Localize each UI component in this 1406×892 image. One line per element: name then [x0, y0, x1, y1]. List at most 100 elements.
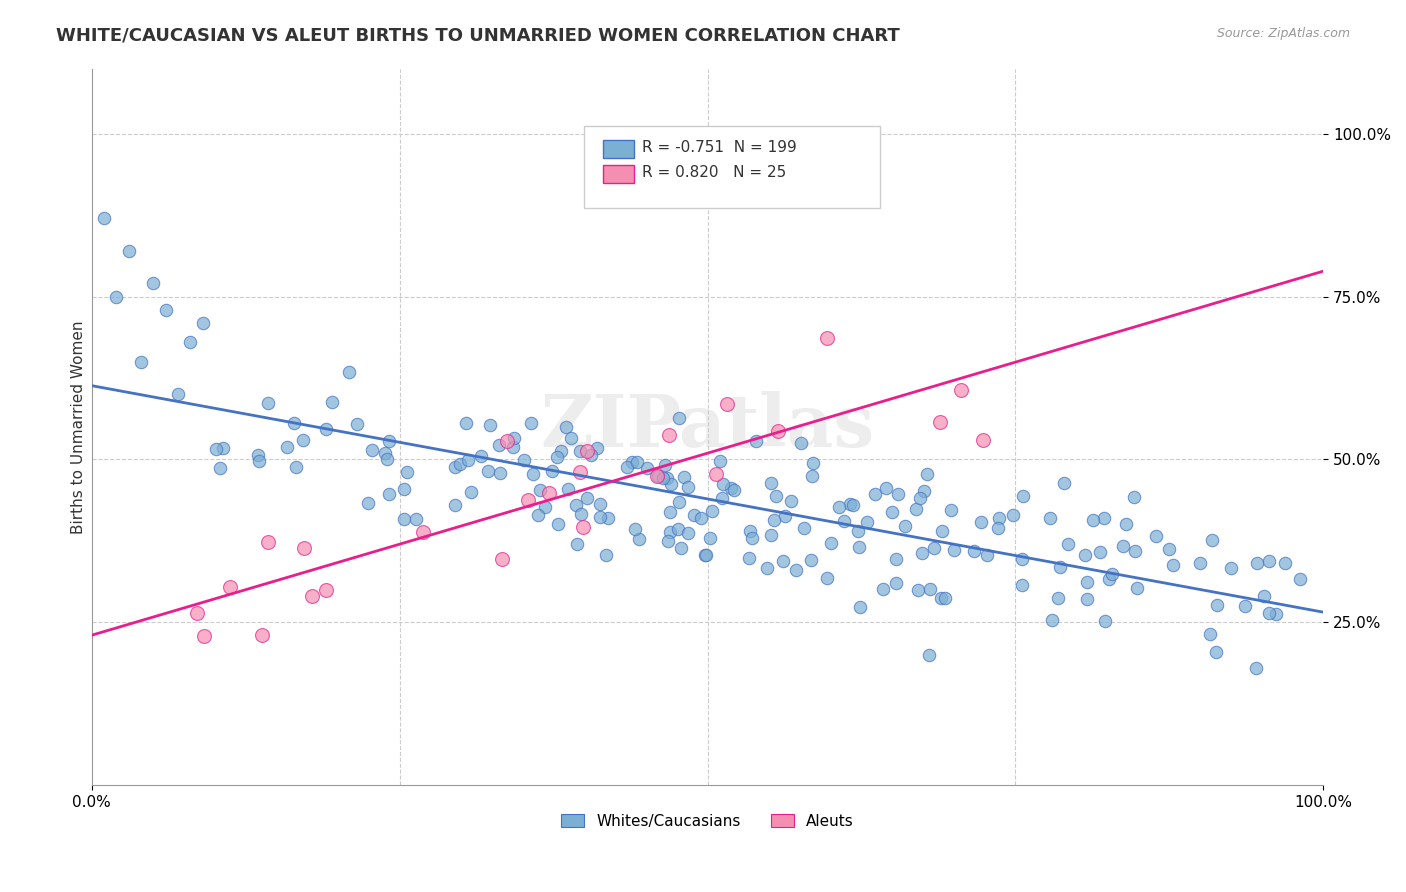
Whites/Caucasians	[668, 410, 690, 425]
Whites/Caucasians	[1189, 556, 1212, 570]
Whites/Caucasians	[529, 483, 551, 498]
Whites/Caucasians	[93, 211, 115, 226]
Whites/Caucasians	[773, 508, 796, 523]
Whites/Caucasians	[772, 553, 794, 567]
Whites/Caucasians	[689, 511, 711, 525]
Whites/Caucasians	[598, 510, 620, 524]
Whites/Caucasians	[987, 511, 1010, 525]
FancyBboxPatch shape	[603, 140, 634, 158]
Whites/Caucasians	[520, 417, 543, 431]
Text: WHITE/CAUCASIAN VS ALEUT BIRTHS TO UNMARRIED WOMEN CORRELATION CHART: WHITE/CAUCASIAN VS ALEUT BIRTHS TO UNMAR…	[56, 27, 900, 45]
Aleuts	[658, 428, 681, 442]
Whites/Caucasians	[292, 433, 315, 447]
Text: R = 0.820   N = 25: R = 0.820 N = 25	[643, 165, 786, 180]
Whites/Caucasians	[454, 416, 477, 430]
Whites/Caucasians	[790, 435, 813, 450]
Whites/Caucasians	[762, 513, 785, 527]
Whites/Caucasians	[875, 481, 897, 495]
Whites/Caucasians	[396, 465, 419, 479]
Aleuts	[928, 415, 950, 429]
Whites/Caucasians	[761, 527, 783, 541]
Whites/Caucasians	[533, 500, 555, 515]
Whites/Caucasians	[1264, 607, 1286, 621]
Whites/Caucasians	[276, 441, 298, 455]
Whites/Caucasians	[676, 525, 699, 540]
Whites/Caucasians	[1201, 533, 1223, 548]
Whites/Caucasians	[346, 417, 368, 432]
Aleuts	[517, 492, 540, 507]
Whites/Caucasians	[1126, 581, 1149, 595]
Whites/Caucasians	[801, 469, 824, 483]
Whites/Caucasians	[179, 335, 201, 350]
Whites/Caucasians	[668, 494, 690, 508]
Y-axis label: Births to Unmarried Women: Births to Unmarried Women	[72, 320, 86, 533]
Whites/Caucasians	[1083, 513, 1105, 527]
Whites/Caucasians	[470, 449, 492, 463]
Whites/Caucasians	[569, 507, 592, 521]
Whites/Caucasians	[1253, 589, 1275, 603]
Whites/Caucasians	[628, 532, 651, 546]
Whites/Caucasians	[912, 483, 935, 498]
Whites/Caucasians	[1257, 554, 1279, 568]
Aleuts	[569, 465, 592, 479]
FancyBboxPatch shape	[603, 165, 634, 183]
Whites/Caucasians	[893, 518, 915, 533]
Whites/Caucasians	[1274, 557, 1296, 571]
Whites/Caucasians	[659, 505, 682, 519]
Whites/Caucasians	[695, 548, 717, 562]
Whites/Caucasians	[1244, 661, 1267, 675]
Whites/Caucasians	[191, 316, 214, 330]
Whites/Caucasians	[1040, 613, 1063, 627]
Whites/Caucasians	[658, 525, 681, 540]
Whites/Caucasians	[738, 550, 761, 565]
Whites/Caucasians	[666, 522, 689, 536]
Whites/Caucasians	[1144, 529, 1167, 543]
Whites/Caucasians	[375, 451, 398, 466]
Whites/Caucasians	[738, 524, 761, 538]
Whites/Caucasians	[560, 431, 582, 445]
Whites/Caucasians	[1123, 490, 1146, 504]
Whites/Caucasians	[1234, 599, 1257, 613]
Whites/Caucasians	[931, 591, 953, 605]
Whites/Caucasians	[339, 365, 361, 379]
Whites/Caucasians	[676, 480, 699, 494]
Whites/Caucasians	[673, 469, 696, 483]
Whites/Caucasians	[479, 418, 502, 433]
Whites/Caucasians	[1074, 549, 1097, 563]
Whites/Caucasians	[1220, 561, 1243, 575]
Whites/Caucasians	[488, 438, 510, 452]
Whites/Caucasians	[211, 441, 233, 455]
Whites/Caucasians	[934, 591, 956, 605]
Whites/Caucasians	[1115, 516, 1137, 531]
Whites/Caucasians	[1205, 645, 1227, 659]
Whites/Caucasians	[943, 542, 966, 557]
Whites/Caucasians	[659, 476, 682, 491]
Whites/Caucasians	[654, 458, 676, 472]
Whites/Caucasians	[1049, 560, 1071, 574]
Whites/Caucasians	[623, 522, 645, 536]
Aleuts	[645, 469, 668, 483]
Whites/Caucasians	[872, 582, 894, 596]
Whites/Caucasians	[1198, 627, 1220, 641]
Whites/Caucasians	[1053, 476, 1076, 491]
Whites/Caucasians	[800, 552, 823, 566]
Whites/Caucasians	[887, 487, 910, 501]
Aleuts	[301, 589, 323, 603]
Whites/Caucasians	[820, 536, 842, 550]
Whites/Caucasians	[1288, 572, 1310, 586]
Whites/Caucasians	[1046, 591, 1069, 606]
Whites/Caucasians	[285, 460, 308, 475]
Whites/Caucasians	[205, 442, 228, 456]
Whites/Caucasians	[378, 487, 401, 501]
Whites/Caucasians	[780, 493, 803, 508]
Whites/Caucasians	[155, 302, 177, 317]
Whites/Caucasians	[1094, 614, 1116, 628]
Aleuts	[572, 520, 595, 534]
Whites/Caucasians	[834, 514, 856, 528]
Whites/Caucasians	[550, 444, 572, 458]
Whites/Caucasians	[801, 456, 824, 470]
Whites/Caucasians	[793, 520, 815, 534]
Whites/Caucasians	[1088, 545, 1111, 559]
Whites/Caucasians	[910, 546, 932, 560]
Aleuts	[716, 396, 738, 410]
